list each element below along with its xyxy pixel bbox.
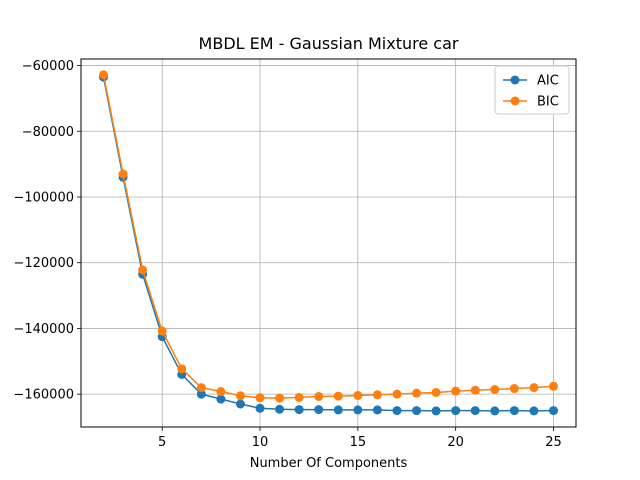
data-point-aic	[275, 404, 285, 414]
x-axis-label: Number Of Components	[250, 456, 408, 471]
data-point-aic	[392, 406, 402, 416]
ticks: 5 10 15 20 25 −160000 −140000 −120000 −100000 −80…	[13, 59, 561, 450]
y-tick-label: −60000	[22, 59, 74, 74]
data-point-aic	[412, 406, 422, 416]
data-point-aic	[529, 406, 539, 416]
legend-label-aic: AIC	[537, 74, 559, 89]
data-point-aic	[294, 405, 304, 415]
data-point-aic	[196, 389, 206, 399]
data-point-bic	[255, 393, 265, 403]
x-tick-label: 25	[545, 435, 562, 450]
data-point-aic	[509, 406, 519, 416]
plot-frame	[80, 58, 577, 428]
x-tick-label: 20	[447, 435, 464, 450]
legend-label-bic: BIC	[537, 95, 559, 110]
data-point-aic	[431, 406, 441, 416]
data-point-bic	[431, 388, 441, 397]
data-point-bic	[470, 385, 480, 395]
grid	[81, 59, 576, 427]
data-point-aic	[333, 405, 343, 415]
data-point-bic	[314, 391, 324, 401]
data-point-bic	[451, 386, 461, 396]
data-point-bic	[333, 391, 343, 401]
data-point-aic	[255, 403, 265, 413]
data-point-aic	[549, 406, 558, 416]
data-point-aic	[470, 406, 480, 416]
data-point-bic	[196, 383, 206, 393]
data-point-bic	[529, 383, 539, 393]
y-tick-label: −160000	[13, 388, 74, 403]
y-tick-label: −80000	[22, 125, 74, 140]
data-point-aic	[235, 399, 245, 409]
data-point-bic	[294, 392, 304, 402]
data-point-bic	[157, 326, 167, 336]
legend-marker-aic	[510, 75, 520, 85]
data-point-bic	[177, 364, 187, 374]
data-point-bic	[372, 390, 382, 400]
data-point-bic	[549, 381, 558, 391]
x-tick-label: 10	[252, 435, 269, 450]
data-point-aic	[216, 394, 226, 404]
data-point-aic	[451, 406, 461, 416]
data-point-aic	[490, 406, 500, 416]
chart-title: MBDL EM - Gaussian Mixture car	[199, 34, 459, 53]
x-tick-label: 5	[158, 435, 166, 450]
series-layer	[99, 70, 558, 416]
legend-marker-bic	[510, 96, 520, 106]
data-point-bic	[216, 387, 226, 397]
data-point-bic	[509, 384, 519, 394]
data-point-aic	[353, 405, 363, 415]
data-point-bic	[235, 391, 245, 401]
y-tick-label: −120000	[13, 256, 74, 271]
data-point-bic	[490, 385, 500, 395]
data-point-bic	[138, 265, 148, 275]
data-point-bic	[392, 389, 402, 399]
data-point-aic	[372, 405, 382, 415]
data-point-aic	[314, 405, 324, 415]
data-point-bic	[99, 70, 108, 80]
y-tick-label: −100000	[13, 191, 74, 206]
data-point-bic	[275, 393, 285, 403]
x-tick-label: 15	[350, 435, 367, 450]
legend: AIC BIC	[494, 65, 570, 115]
y-tick-label: −140000	[13, 322, 74, 337]
data-point-bic	[118, 169, 128, 179]
data-point-bic	[353, 390, 363, 400]
data-point-bic	[412, 388, 422, 398]
